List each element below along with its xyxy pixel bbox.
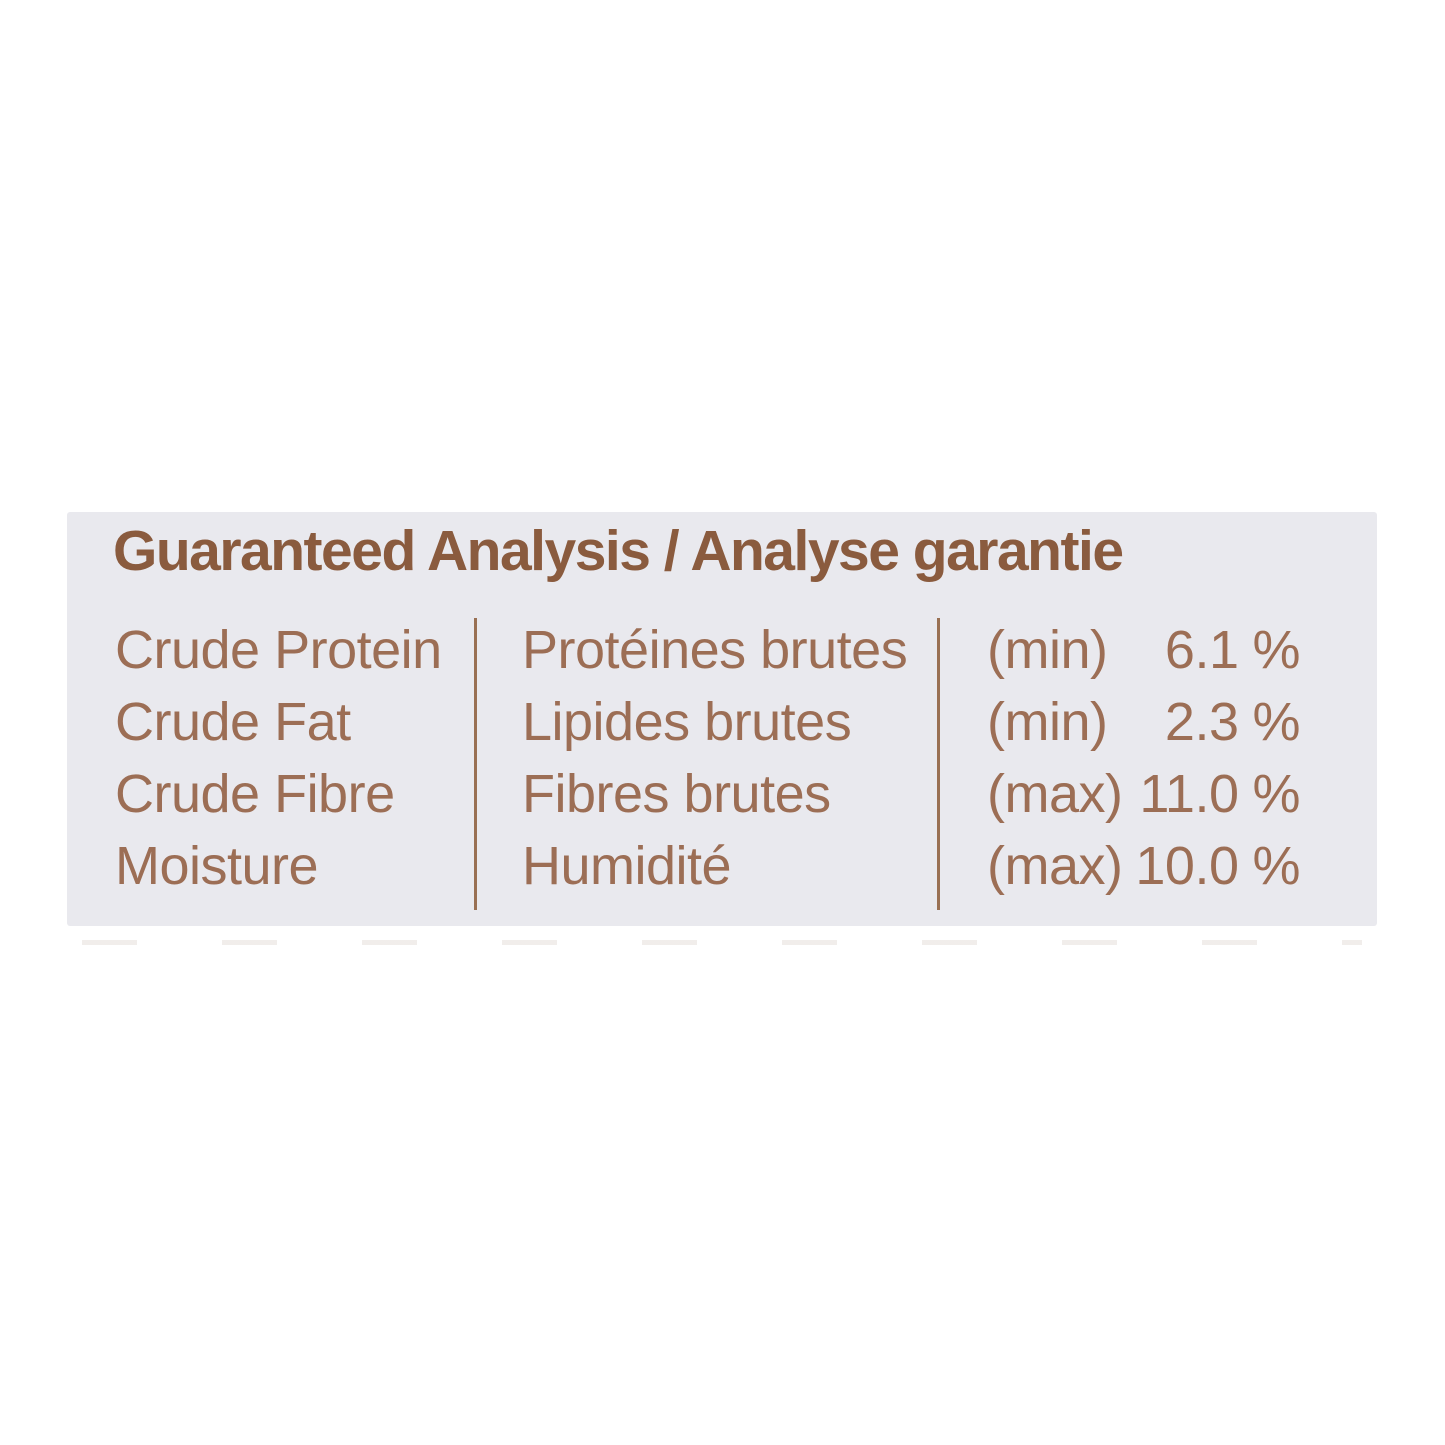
value-unit: % — [1252, 764, 1300, 824]
limit-type: (min) — [987, 620, 1108, 680]
value-unit: % — [1252, 692, 1300, 752]
nutrient-name-en: Crude Fat — [115, 692, 351, 752]
nutrient-value: 10.0 % — [1104, 830, 1300, 902]
value-number: 10.0 — [1135, 836, 1239, 896]
scan-artifact — [82, 940, 1362, 945]
table-row: Moisture Humidité (max) 10.0 % — [67, 830, 1377, 902]
nutrient-name-fr: Humidité — [522, 836, 732, 896]
value-unit: % — [1252, 836, 1300, 896]
nutrient-name-fr: Lipides brutes — [522, 692, 852, 752]
guaranteed-analysis-panel: Guaranteed Analysis / Analyse garantie C… — [67, 512, 1377, 926]
nutrient-name-fr: Protéines brutes — [522, 620, 908, 680]
column-divider-2 — [937, 618, 940, 910]
limit-type: (min) — [987, 692, 1108, 752]
nutrient-value: 6.1 % — [1104, 614, 1301, 686]
nutrient-value: 11.0 % — [1104, 758, 1300, 830]
table-row: Crude Fibre Fibres brutes (max) 11.0 % — [67, 758, 1377, 830]
nutrient-name-en: Crude Protein — [115, 620, 442, 680]
analysis-table: Crude Protein Protéines brutes (min) 6.1… — [67, 614, 1377, 902]
value-number: 2.3 — [1164, 692, 1239, 752]
nutrient-name-en: Moisture — [115, 836, 319, 896]
table-row: Crude Protein Protéines brutes (min) 6.1… — [67, 614, 1377, 686]
table-row: Crude Fat Lipides brutes (min) 2.3 % — [67, 686, 1377, 758]
limit-type: (max) — [987, 836, 1123, 896]
nutrient-value: 2.3 % — [1104, 686, 1301, 758]
value-unit: % — [1252, 620, 1300, 680]
limit-type: (max) — [987, 764, 1123, 824]
value-number: 11.0 — [1139, 764, 1239, 824]
nutrient-name-en: Crude Fibre — [115, 764, 395, 824]
value-number: 6.1 — [1164, 620, 1239, 680]
column-divider-1 — [474, 618, 477, 910]
nutrient-name-fr: Fibres brutes — [522, 764, 831, 824]
panel-title: Guaranteed Analysis / Analyse garantie — [113, 519, 1124, 583]
